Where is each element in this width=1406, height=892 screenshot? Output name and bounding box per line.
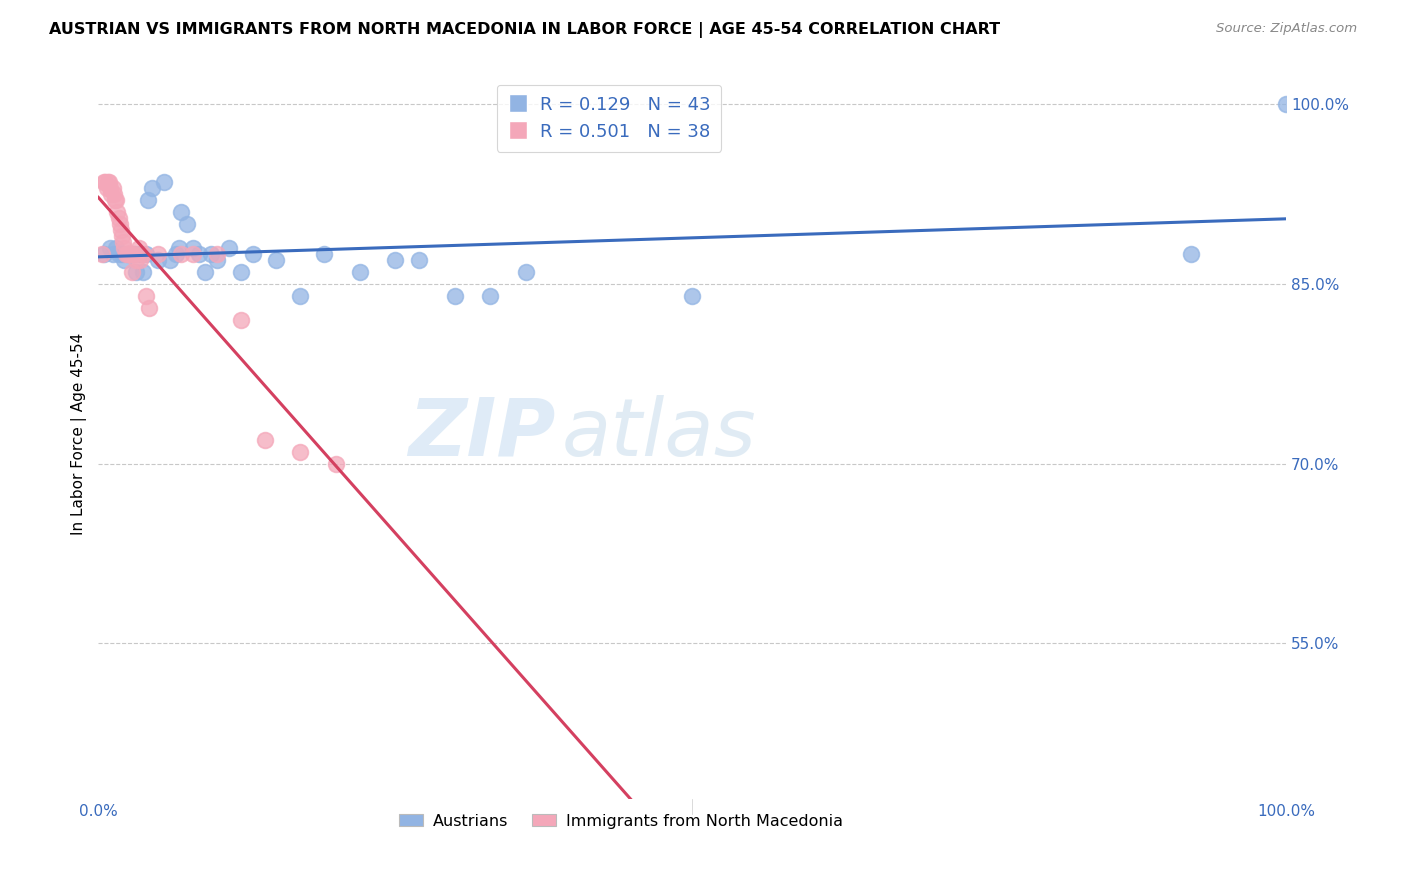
Point <box>105 194 128 208</box>
Point <box>479 289 502 303</box>
Point <box>111 229 134 244</box>
Point <box>138 301 160 315</box>
Point <box>111 247 134 261</box>
Point <box>1180 247 1202 261</box>
Point <box>132 247 155 261</box>
Point <box>681 289 703 303</box>
Point <box>114 247 136 261</box>
Text: AUSTRIAN VS IMMIGRANTS FROM NORTH MACEDONIA IN LABOR FORCE | AGE 45-54 CORRELATI: AUSTRIAN VS IMMIGRANTS FROM NORTH MACEDO… <box>49 22 1000 38</box>
Point <box>122 247 145 261</box>
Point <box>129 253 152 268</box>
Point <box>141 181 163 195</box>
Point <box>107 247 129 261</box>
Point <box>146 253 169 268</box>
Point <box>117 247 139 261</box>
Point <box>96 181 118 195</box>
Point <box>98 241 121 255</box>
Point <box>266 253 288 268</box>
Point <box>170 247 193 261</box>
Point <box>128 241 150 255</box>
Point <box>443 289 465 303</box>
Point <box>105 205 128 219</box>
Point <box>93 175 115 189</box>
Point <box>129 247 152 261</box>
Point <box>103 187 125 202</box>
Point <box>218 241 240 255</box>
Point <box>125 253 148 268</box>
Point <box>515 265 537 279</box>
Point <box>312 247 335 261</box>
Point <box>98 175 121 189</box>
Point <box>253 433 276 447</box>
Point <box>194 265 217 279</box>
Point <box>135 247 157 261</box>
Point <box>108 217 131 231</box>
Point <box>290 289 312 303</box>
Point <box>229 313 252 327</box>
Point <box>152 175 174 189</box>
Point <box>183 241 205 255</box>
Point <box>101 247 124 261</box>
Point <box>93 247 115 261</box>
Text: ZIP: ZIP <box>408 395 555 473</box>
Point <box>121 247 143 261</box>
Point <box>132 265 155 279</box>
Point <box>170 205 193 219</box>
Point <box>1275 97 1298 112</box>
Point <box>117 247 139 261</box>
Point <box>200 247 222 261</box>
Y-axis label: In Labor Force | Age 45-54: In Labor Force | Age 45-54 <box>72 333 87 535</box>
Point <box>408 253 430 268</box>
Point <box>98 181 121 195</box>
Point <box>125 265 148 279</box>
Point <box>290 445 312 459</box>
Point <box>94 175 117 189</box>
Text: atlas: atlas <box>561 395 756 473</box>
Point <box>183 247 205 261</box>
Point <box>121 265 143 279</box>
Point <box>349 265 371 279</box>
Point <box>165 247 187 261</box>
Point <box>167 241 190 255</box>
Point <box>101 181 124 195</box>
Point <box>242 247 264 261</box>
Point <box>110 223 132 237</box>
Point <box>325 457 347 471</box>
Point <box>205 247 228 261</box>
Point <box>114 241 136 255</box>
Legend: Austrians, Immigrants from North Macedonia: Austrians, Immigrants from North Macedon… <box>392 807 849 835</box>
Point <box>97 175 120 189</box>
Point <box>90 247 112 261</box>
Point <box>188 247 211 261</box>
Text: Source: ZipAtlas.com: Source: ZipAtlas.com <box>1216 22 1357 36</box>
Point <box>136 194 159 208</box>
Point <box>384 253 406 268</box>
Point <box>104 194 127 208</box>
Point <box>205 253 228 268</box>
Point <box>229 265 252 279</box>
Point <box>176 217 198 231</box>
Point <box>105 241 128 255</box>
Point <box>114 253 136 268</box>
Point <box>146 247 169 261</box>
Point <box>122 247 145 261</box>
Point <box>120 247 142 261</box>
Point <box>135 289 157 303</box>
Point <box>112 235 135 250</box>
Point <box>100 187 122 202</box>
Point <box>107 211 129 226</box>
Point <box>159 253 181 268</box>
